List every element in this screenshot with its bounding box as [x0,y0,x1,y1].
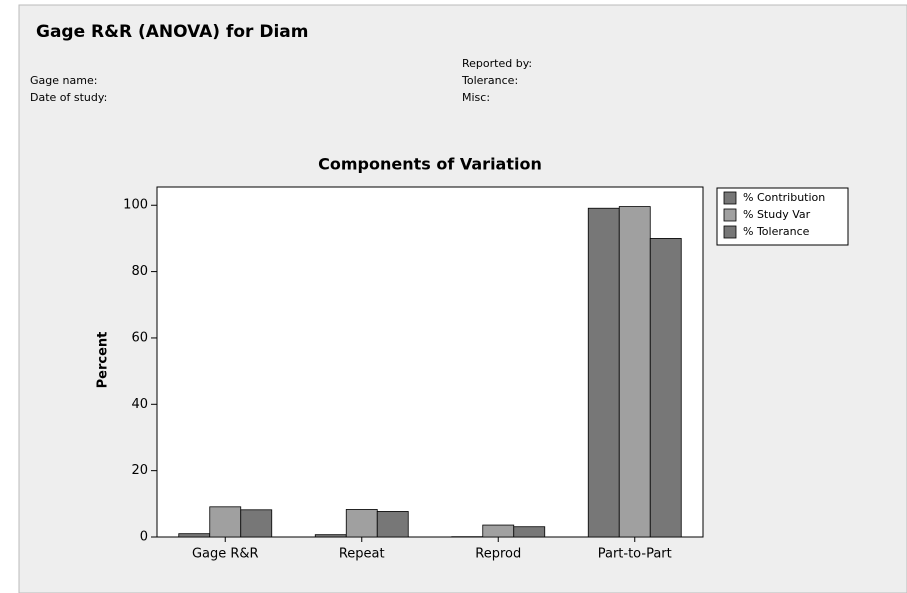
bar [376,511,409,538]
legend-swatch [723,225,737,239]
field-label: Date of study: [30,91,107,104]
bar [345,509,378,538]
bar [178,533,211,538]
bar [618,206,651,538]
bar [209,506,242,538]
legend-label: % Contribution [743,191,825,204]
legend-label: % Tolerance [743,225,810,238]
x-tick-label: Repeat [339,547,385,562]
bar [513,526,546,538]
y-tick-label: 20 [131,463,148,478]
legend-swatch [723,191,737,205]
bar [649,238,682,538]
y-tick-label: 60 [131,330,148,345]
bar [587,207,620,538]
y-tick-label: 0 [140,530,148,545]
chart-title: Components of Variation [318,155,542,174]
x-tick-label: Part-to-Part [598,547,672,562]
page-title: Gage R&R (ANOVA) for Diam [36,22,308,42]
legend [716,187,849,246]
field-label: Gage name: [30,74,97,87]
bar [240,509,273,538]
y-axis-label: Percent [96,332,111,389]
field-label: Tolerance: [461,74,518,87]
x-tick-label: Reprod [475,547,521,562]
y-tick-label: 80 [131,264,148,279]
field-label: Reported by: [462,57,532,70]
legend-label: % Study Var [743,208,811,221]
legend-swatch [723,208,737,222]
x-tick-label: Gage R&R [192,547,259,562]
bar [314,534,347,538]
field-label: Misc: [462,91,490,104]
y-tick-label: 40 [131,397,148,412]
y-tick-label: 100 [123,198,148,213]
bar [482,524,515,538]
